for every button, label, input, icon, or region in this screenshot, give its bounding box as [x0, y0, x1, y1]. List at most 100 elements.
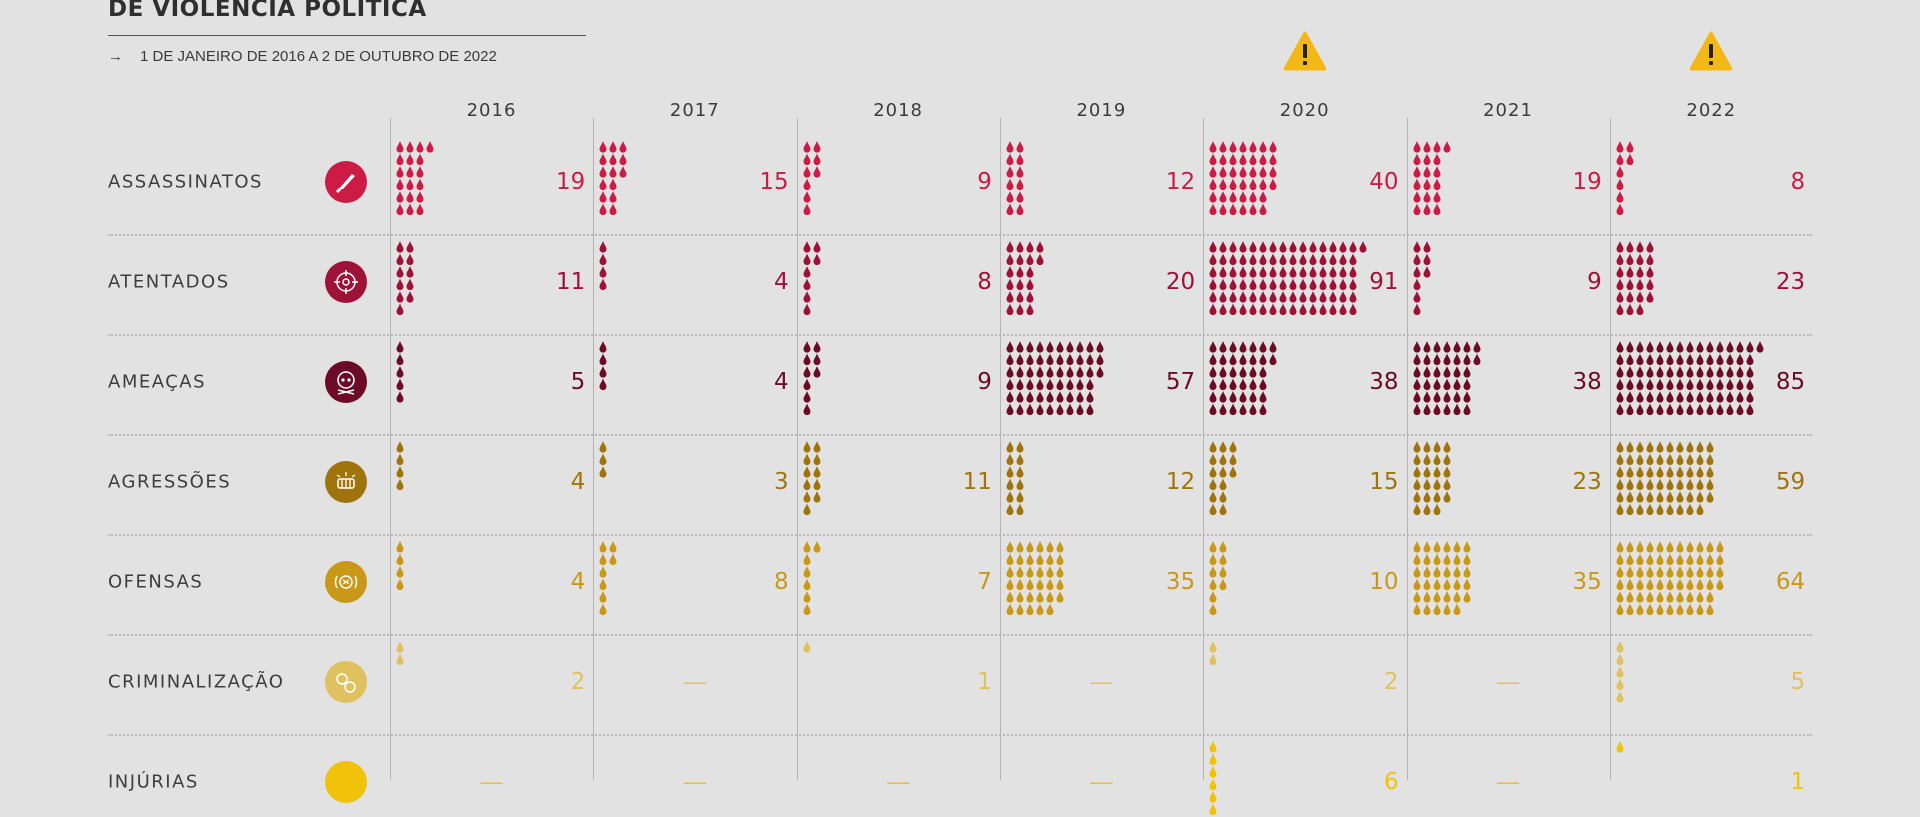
drop-mark [1453, 366, 1460, 378]
drop-mark [1616, 341, 1624, 353]
category-label: CRIMINALIZAÇÃO [108, 671, 285, 693]
drop-mark [1443, 553, 1450, 566]
drop-mark [1666, 403, 1674, 416]
drop-mark [1036, 391, 1044, 403]
drop-mark [1686, 353, 1694, 366]
drop-cluster [1209, 341, 1277, 416]
drop-mark [1016, 466, 1024, 478]
drop-mark [1329, 291, 1337, 303]
drop-mark [1666, 366, 1674, 378]
drop-mark [1046, 578, 1054, 591]
warning-icon-2022 [1689, 31, 1733, 71]
drop-mark [1209, 578, 1217, 591]
drop-mark [803, 453, 811, 466]
drop-mark [1016, 503, 1024, 516]
drop-mark [1006, 241, 1014, 253]
drop-mark [1209, 241, 1217, 253]
drop-mark [1706, 478, 1714, 491]
drop-mark [1006, 478, 1014, 491]
drop-mark [1016, 541, 1024, 553]
drop-mark [1706, 541, 1714, 553]
drop-mark [1269, 253, 1277, 266]
data-value: 85 [1775, 369, 1806, 395]
drop-mark [1209, 566, 1217, 578]
drop-mark [1319, 291, 1327, 303]
data-value: 7 [977, 569, 992, 595]
row-separator [108, 434, 1812, 436]
drop-mark [1016, 203, 1024, 216]
drop-mark [1239, 266, 1247, 278]
data-value: 59 [1775, 469, 1806, 495]
drop-mark [1219, 266, 1227, 278]
drop-cluster [1006, 241, 1044, 316]
drop-mark [1209, 553, 1217, 566]
drop-mark [1209, 353, 1217, 366]
year-header-2018: 2018 [873, 100, 923, 121]
drop-mark [1656, 453, 1664, 466]
drop-mark [1066, 366, 1074, 378]
drop-mark [1736, 353, 1744, 366]
drop-mark [1706, 603, 1714, 616]
drop-mark [1706, 591, 1714, 603]
drop-mark [1716, 341, 1724, 353]
drop-mark [1453, 541, 1460, 553]
drop-mark [1686, 478, 1694, 491]
drop-mark [1636, 453, 1644, 466]
drop-mark [1616, 566, 1624, 578]
drop-mark [1666, 441, 1674, 453]
drop-mark [1686, 503, 1694, 516]
row-separator [108, 734, 1812, 736]
data-value: 1 [1790, 769, 1806, 795]
drop-mark [609, 141, 617, 153]
drop-mark [1423, 453, 1430, 466]
drop-mark [1413, 203, 1420, 216]
drop-mark [1259, 178, 1267, 191]
drop-mark [1626, 453, 1634, 466]
drop-mark [619, 141, 627, 153]
drop-mark [1413, 466, 1420, 478]
drop-mark [1636, 541, 1644, 553]
drop-mark [1299, 291, 1307, 303]
drop-mark [396, 166, 404, 178]
drop-mark [1239, 391, 1247, 403]
drop-mark [1686, 591, 1694, 603]
drop-mark [1309, 266, 1317, 278]
drop-mark [1423, 403, 1430, 416]
drop-mark [1716, 403, 1724, 416]
drop-mark [1696, 366, 1704, 378]
drop-mark [1016, 591, 1024, 603]
data-value: 8 [1790, 169, 1806, 195]
drop-mark [1249, 353, 1257, 366]
drop-mark [1329, 241, 1337, 253]
drop-mark [1046, 366, 1054, 378]
drop-mark [1269, 178, 1277, 191]
drop-mark [1413, 578, 1420, 591]
drop-mark [1716, 366, 1724, 378]
drop-mark [1423, 591, 1430, 603]
drop-mark [1026, 578, 1034, 591]
drop-mark [1413, 553, 1420, 566]
drop-mark [1209, 503, 1217, 516]
drop-mark [1259, 266, 1267, 278]
drop-mark [1269, 341, 1277, 353]
drop-mark [1229, 278, 1237, 291]
drop-mark [1656, 503, 1664, 516]
drop-mark [1686, 391, 1694, 403]
drop-mark [813, 153, 821, 166]
drop-mark [1239, 166, 1247, 178]
drop-mark [1686, 491, 1694, 503]
drop-mark [1309, 241, 1317, 253]
drop-mark [1626, 141, 1634, 153]
drop-mark [1413, 353, 1420, 366]
drop-mark [1339, 303, 1347, 316]
data-value: 38 [1369, 369, 1399, 395]
drop-mark [1676, 603, 1684, 616]
drop-mark [1349, 303, 1357, 316]
drop-mark [1239, 353, 1247, 366]
drop-mark [1706, 578, 1714, 591]
data-value: 4 [570, 569, 586, 595]
drop-mark [1229, 391, 1237, 403]
drop-mark [1026, 391, 1034, 403]
drop-mark [1616, 366, 1624, 378]
drop-mark [1666, 378, 1674, 391]
